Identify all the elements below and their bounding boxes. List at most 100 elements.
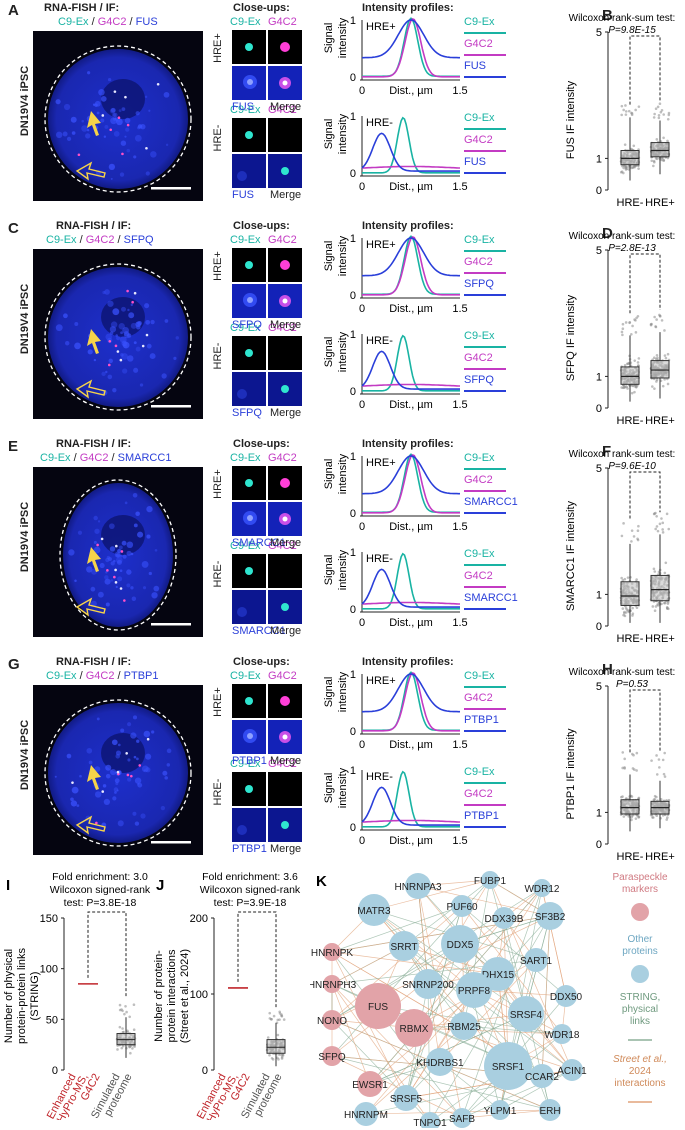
data-point — [123, 1012, 126, 1016]
box — [266, 1039, 286, 1054]
speckle — [140, 813, 146, 819]
closeup-c9ex-neg — [232, 336, 266, 370]
node-PRPF8 — [456, 972, 492, 1008]
tile-label-g4c2: G4C2 — [268, 104, 297, 116]
node-SART1 — [524, 948, 548, 972]
node-CCAR2 — [530, 1064, 554, 1088]
foci — [113, 575, 116, 579]
data-point — [132, 1003, 136, 1007]
panel-letter-H: H — [602, 661, 613, 678]
speckle — [128, 312, 135, 319]
data-point — [659, 110, 663, 114]
speckle — [86, 747, 93, 754]
data-point — [664, 561, 668, 565]
node-label: TNPO1 — [413, 1118, 447, 1128]
speckle — [94, 791, 102, 798]
tile-label-protein: SMARCC1 — [232, 625, 286, 637]
data-point — [120, 1046, 124, 1050]
hre-pos-arrow — [87, 765, 101, 790]
ytick: 0 — [350, 290, 356, 302]
data-point — [653, 512, 656, 515]
stat-title: Wilcoxon rank-sum test: — [569, 667, 676, 678]
foci — [126, 289, 129, 293]
speckle — [151, 592, 158, 599]
data-point — [624, 104, 627, 107]
data-point — [637, 105, 641, 108]
data-point — [667, 607, 670, 611]
speckle — [146, 534, 151, 539]
ylabel: intensity — [337, 331, 349, 372]
speckle — [85, 133, 91, 139]
speckle — [118, 545, 123, 550]
node-label: SART1 — [520, 956, 552, 967]
speckle — [114, 551, 121, 558]
speckle — [122, 368, 128, 374]
data-point — [636, 361, 640, 364]
ylabel: PTBP1 IF intensity — [565, 728, 577, 820]
data-point — [624, 611, 628, 614]
data-point — [661, 528, 664, 531]
ytick: 100 — [190, 989, 208, 1001]
speckle — [136, 757, 139, 761]
string-edge — [331, 1055, 551, 1111]
profile-protein — [362, 19, 460, 59]
profile-g4c2 — [362, 819, 460, 823]
speckle — [115, 585, 118, 589]
ylabel-line: Number of protein- — [153, 950, 165, 1042]
data-point — [272, 1014, 276, 1018]
ylabel-line: protein-protein links — [16, 948, 28, 1044]
ylabel: intensity — [337, 113, 349, 154]
speckle — [163, 91, 170, 98]
data-point — [620, 104, 624, 108]
foci — [77, 153, 81, 157]
profile-legend-line — [464, 708, 506, 710]
channel-legend: C9-Ex / G4C2 / SFPQ — [46, 234, 154, 246]
hre-neg-label: HRE- — [212, 342, 224, 370]
scale-bar — [151, 405, 191, 408]
speckle — [70, 797, 74, 802]
panel-letter-E: E — [8, 438, 19, 455]
data-point — [128, 1015, 131, 1019]
box — [620, 799, 640, 815]
closeup-merge-pos — [268, 284, 302, 318]
data-point — [666, 156, 670, 160]
data-point — [654, 157, 658, 160]
profile-legend-g4c2: G4C2 — [464, 692, 493, 704]
sig-bracket — [629, 471, 661, 519]
data-point — [651, 605, 655, 608]
data-point — [623, 363, 627, 367]
microscopy-image — [33, 685, 203, 855]
data-point — [632, 144, 636, 148]
foci — [119, 358, 123, 362]
speckle — [112, 113, 117, 118]
speckle — [105, 333, 112, 341]
speckle — [68, 549, 75, 556]
closeups-title: Close-ups: — [233, 220, 290, 232]
ytick: 0 — [350, 508, 356, 520]
data-point — [656, 356, 659, 360]
data-point — [661, 384, 665, 388]
speckle — [154, 548, 158, 552]
data-point — [282, 1018, 286, 1021]
speckle — [123, 330, 130, 337]
ifish-header: RNA-FISH / IF: — [56, 220, 132, 232]
speckle — [146, 505, 153, 513]
speckle — [165, 143, 169, 147]
tile-label-protein: SFPQ — [232, 319, 262, 331]
node-label: EWSR1 — [352, 1080, 388, 1091]
closeups-title: Close-ups: — [233, 438, 290, 450]
data-point — [633, 390, 636, 394]
data-point — [621, 766, 624, 770]
closeup-g4c2-neg — [268, 336, 302, 370]
speckle — [94, 766, 101, 773]
profile-legend-protein: FUS — [464, 156, 486, 168]
speckle — [110, 177, 113, 180]
closeup-merge-pos — [268, 720, 302, 754]
speckle — [92, 103, 96, 107]
speckle — [135, 324, 141, 330]
tile-label-c9ex: C9-Ex — [230, 234, 261, 246]
speckle — [112, 796, 117, 801]
data-point — [627, 109, 631, 113]
xlabel: Dist., µm — [389, 521, 433, 533]
profile-legend-g4c2: G4C2 — [464, 474, 493, 486]
